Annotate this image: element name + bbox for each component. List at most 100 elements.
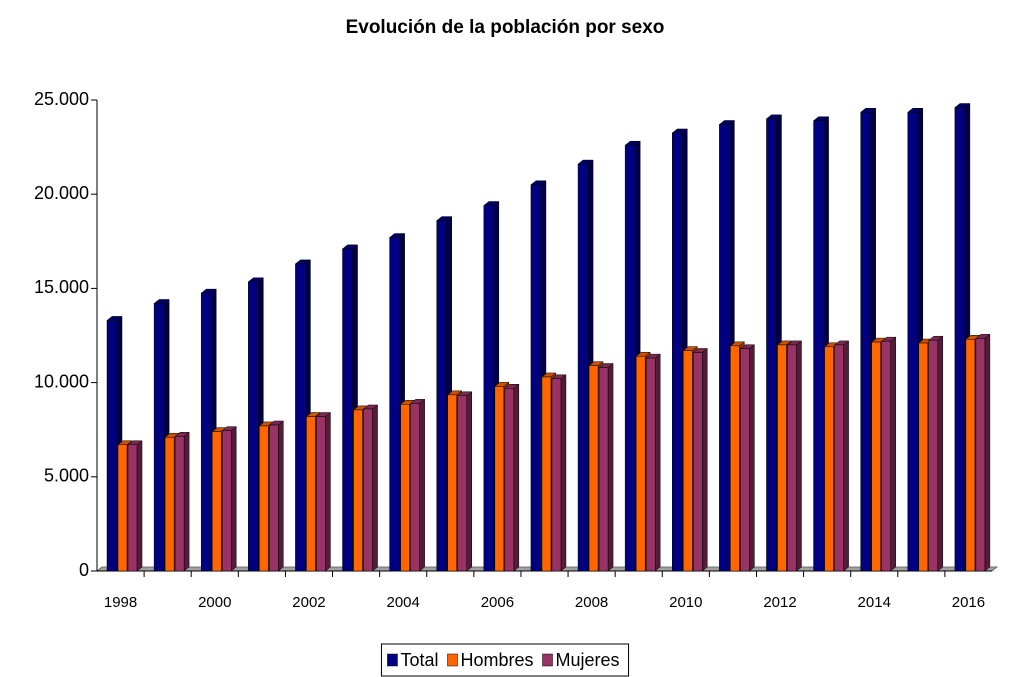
- legend-label: Total: [400, 650, 438, 670]
- x-tick-label: 1998: [104, 594, 137, 611]
- bar-side: [937, 335, 944, 572]
- y-tick-label: 15.000: [34, 277, 89, 297]
- legend-swatch: [542, 653, 553, 667]
- bar: [645, 357, 656, 572]
- bar: [719, 124, 730, 572]
- bar: [965, 339, 976, 572]
- bar: [153, 303, 165, 572]
- bar: [248, 281, 259, 572]
- legend-label: Mujeres: [556, 650, 620, 670]
- legend-box: [380, 643, 630, 677]
- bar: [221, 430, 232, 572]
- bar: [635, 355, 646, 572]
- bar-side: [183, 431, 190, 572]
- bar-side: [607, 363, 614, 572]
- bar: [494, 386, 505, 572]
- bar: [730, 345, 740, 572]
- bar: [954, 107, 966, 572]
- bar-side: [230, 426, 237, 572]
- bar: [363, 408, 373, 572]
- bar: [164, 436, 175, 572]
- bar: [400, 404, 410, 572]
- y-tick-label: 25.000: [34, 89, 89, 109]
- bar: [117, 444, 128, 572]
- bar: [860, 111, 871, 572]
- bar: [342, 248, 353, 572]
- bar-side: [984, 333, 991, 572]
- x-tick-label: 2014: [858, 594, 891, 611]
- bar-side: [702, 347, 708, 572]
- bar: [813, 120, 824, 572]
- bar: [457, 395, 467, 572]
- bar-side: [843, 340, 849, 572]
- legend-swatch: [447, 653, 458, 667]
- bar: [353, 409, 363, 572]
- bar: [588, 365, 599, 572]
- bar: [211, 431, 222, 572]
- bar: [918, 342, 929, 572]
- bar: [871, 341, 881, 572]
- bar-side: [372, 404, 378, 572]
- bar: [504, 388, 515, 572]
- bar-side: [796, 340, 802, 572]
- bar: [541, 376, 552, 572]
- bar: [269, 424, 279, 572]
- bar: [483, 205, 495, 572]
- y-tick-label: 20.000: [34, 183, 89, 203]
- x-tick-label: 2008: [575, 594, 608, 611]
- bar: [787, 344, 797, 572]
- bar: [316, 416, 326, 572]
- bar-side: [466, 391, 472, 572]
- bar-side: [136, 440, 143, 572]
- bar: [881, 340, 891, 572]
- legend: Total Hombres Mujeres: [380, 643, 630, 677]
- x-tick-label: 2016: [952, 594, 985, 611]
- x-tick-label: 2012: [763, 594, 796, 611]
- y-tick-label: 5.000: [44, 466, 89, 486]
- bar: [928, 339, 939, 572]
- bar: [259, 425, 269, 572]
- bar-side: [278, 420, 284, 572]
- bar: [766, 118, 777, 572]
- x-tick-label: 2000: [198, 594, 231, 611]
- bar: [740, 348, 750, 572]
- bar: [295, 263, 306, 572]
- bar-side: [419, 398, 425, 572]
- chart-title: Evolución de la población por sexo: [346, 17, 665, 38]
- bar: [598, 367, 609, 572]
- bar-side: [325, 411, 331, 572]
- bar: [389, 237, 400, 572]
- bar-side: [560, 374, 567, 572]
- bar: [834, 344, 844, 572]
- bar: [447, 394, 457, 572]
- bar-side: [654, 353, 661, 572]
- bar: [624, 144, 636, 572]
- bar: [410, 403, 420, 572]
- x-tick-label: 2010: [669, 594, 702, 611]
- bar: [693, 352, 703, 572]
- x-tick-label: 2006: [481, 594, 514, 611]
- bar: [577, 163, 589, 572]
- bar: [907, 111, 919, 572]
- bar: [530, 184, 542, 572]
- bar: [777, 344, 787, 572]
- x-tick-label: 2004: [386, 594, 419, 611]
- bar: [306, 416, 316, 572]
- bar: [127, 444, 138, 572]
- bar: [672, 132, 683, 572]
- x-tick-label: 2002: [292, 594, 325, 611]
- legend-label: Hombres: [460, 650, 533, 670]
- bar: [683, 350, 693, 572]
- bar: [551, 378, 562, 572]
- bar-side: [749, 344, 755, 572]
- legend-swatch: [387, 653, 398, 667]
- bar-side: [513, 383, 520, 572]
- bar: [824, 346, 834, 572]
- bar: [106, 320, 118, 572]
- bar: [436, 220, 447, 572]
- bar-side: [890, 336, 896, 572]
- y-tick-label: 10.000: [34, 371, 89, 391]
- bar: [975, 338, 986, 572]
- y-tick-label: 0: [79, 560, 89, 580]
